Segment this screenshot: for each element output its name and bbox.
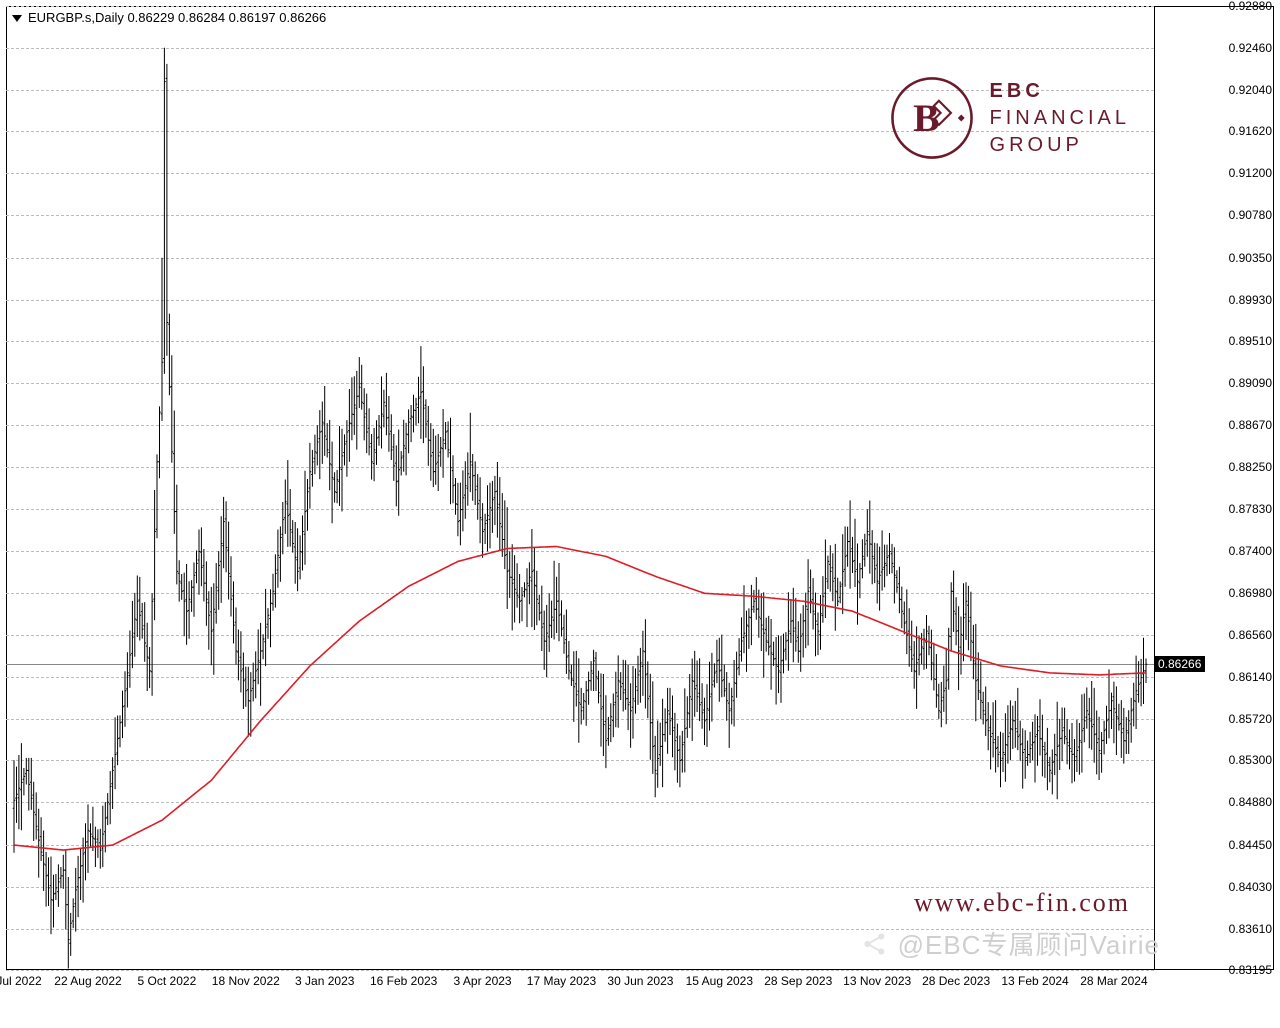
website-url: www.ebc-fin.com [914,888,1130,918]
x-axis-label: 7 Jul 2022 [0,974,42,988]
x-axis-label: 28 Mar 2024 [1080,974,1147,988]
x-axis-label: 28 Sep 2023 [764,974,832,988]
symbol-title[interactable]: EURGBP.s,Daily 0.86229 0.86284 0.86197 0… [12,10,326,25]
x-axis-label: 13 Nov 2023 [843,974,911,988]
y-axis-label: 0.86140 [1229,670,1272,684]
y-axis-label: 0.84030 [1229,880,1272,894]
symbol-text: EURGBP.s,Daily 0.86229 0.86284 0.86197 0… [28,10,326,25]
chart-container: { "symbol_line":"EURGBP.s,Daily 0.86229 … [0,0,1280,1028]
x-axis-label: 3 Jan 2023 [295,974,354,988]
logo-icon: B [889,75,975,161]
y-axis-label: 0.88670 [1229,418,1272,432]
y-axis-label: 0.91620 [1229,124,1272,138]
y-axis-label: 0.88250 [1229,460,1272,474]
y-axis-label: 0.85720 [1229,712,1272,726]
y-axis-label: 0.92880 [1229,0,1272,13]
x-axis-label: 17 May 2023 [527,974,596,988]
price-tag: 0.86266 [1154,656,1205,672]
y-axis-label: 0.83610 [1229,922,1272,936]
y-axis-label: 0.90350 [1229,251,1272,265]
x-axis-label: 3 Apr 2023 [454,974,512,988]
y-axis-label: 0.84880 [1229,795,1272,809]
y-axis-label: 0.89930 [1229,293,1272,307]
y-axis-label: 0.92460 [1229,41,1272,55]
y-axis-label: 0.87400 [1229,544,1272,558]
y-axis-label: 0.89090 [1229,376,1272,390]
y-axis-label: 0.85300 [1229,753,1272,767]
y-axis-label: 0.90780 [1229,208,1272,222]
x-axis-label: 15 Aug 2023 [686,974,753,988]
ebc-logo: B EBC FINANCIAL GROUP [889,75,1130,161]
y-axis-label: 0.89510 [1229,334,1272,348]
y-axis-label: 0.87830 [1229,502,1272,516]
y-axis-label: 0.91200 [1229,166,1272,180]
y-axis-label: 0.86560 [1229,628,1272,642]
x-axis-label: 16 Feb 2023 [370,974,437,988]
x-axis-label: 13 Feb 2024 [1001,974,1068,988]
y-axis-label: 0.92040 [1229,83,1272,97]
y-axis-label: 0.83195 [1229,963,1272,977]
x-axis-label: 5 Oct 2022 [138,974,197,988]
dropdown-icon[interactable] [12,15,22,22]
watermark: @EBC专属顾问Vairie [860,925,1160,962]
x-axis-label: 28 Dec 2023 [922,974,990,988]
logo-text: EBC FINANCIAL GROUP [990,78,1130,159]
x-axis-label: 30 Jun 2023 [607,974,673,988]
x-axis-label: 18 Nov 2022 [212,974,280,988]
share-icon [860,929,890,959]
y-axis-label: 0.84450 [1229,838,1272,852]
grid-line [6,970,1154,971]
x-axis-label: 22 Aug 2022 [54,974,121,988]
y-axis-label: 0.86980 [1229,586,1272,600]
ohlc-bars [13,48,1148,969]
